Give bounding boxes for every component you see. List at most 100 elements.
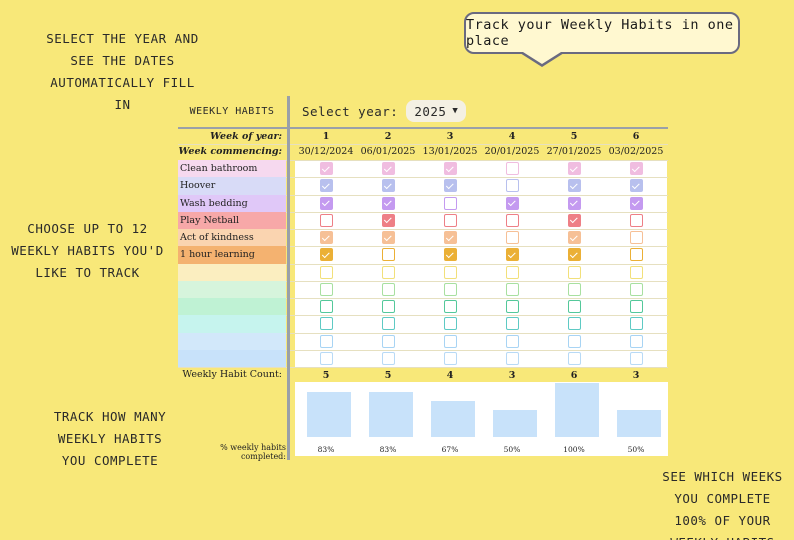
percent-row-background xyxy=(295,440,668,456)
annotation-select-year: Select the year and see the dates automa… xyxy=(46,31,199,112)
checkbox[interactable] xyxy=(505,231,519,245)
checkbox[interactable] xyxy=(319,265,333,279)
checked-checkbox[interactable] xyxy=(567,162,581,176)
checked-checkbox[interactable] xyxy=(629,196,643,210)
checked-checkbox[interactable] xyxy=(381,196,395,210)
checked-checkbox[interactable] xyxy=(319,231,333,245)
checkbox[interactable] xyxy=(567,351,581,365)
checkbox[interactable] xyxy=(319,351,333,365)
habit-count-bar xyxy=(369,392,413,437)
checkbox[interactable] xyxy=(629,231,643,245)
habit-label[interactable] xyxy=(178,315,286,333)
checked-checkbox[interactable] xyxy=(567,248,581,262)
checkbox[interactable] xyxy=(567,282,581,296)
checkbox[interactable] xyxy=(505,317,519,331)
checked-checkbox[interactable] xyxy=(381,213,395,227)
grid-line xyxy=(178,160,668,161)
checked-checkbox[interactable] xyxy=(319,196,333,210)
checkbox[interactable] xyxy=(443,334,457,348)
percent-completed-value: 50% xyxy=(627,445,645,454)
grid-line xyxy=(178,349,668,351)
checkbox[interactable] xyxy=(567,317,581,331)
week-commencing-date: 03/02/2025 xyxy=(608,146,664,157)
checkbox[interactable] xyxy=(505,282,519,296)
checked-checkbox[interactable] xyxy=(443,231,457,245)
checked-checkbox[interactable] xyxy=(443,179,457,193)
checkbox[interactable] xyxy=(629,334,643,348)
checkbox[interactable] xyxy=(381,351,395,365)
checkbox[interactable] xyxy=(319,317,333,331)
checkbox[interactable] xyxy=(629,351,643,365)
checked-checkbox[interactable] xyxy=(567,231,581,245)
checkbox[interactable] xyxy=(443,351,457,365)
checkbox[interactable] xyxy=(629,317,643,331)
checkbox[interactable] xyxy=(443,282,457,296)
checkbox[interactable] xyxy=(629,213,643,227)
checkbox[interactable] xyxy=(381,248,395,262)
checked-checkbox[interactable] xyxy=(319,162,333,176)
checkbox[interactable] xyxy=(443,265,457,279)
habit-label[interactable] xyxy=(178,280,286,298)
checkbox[interactable] xyxy=(319,282,333,296)
week-commencing-label: Week commencing: xyxy=(178,146,283,157)
checkbox[interactable] xyxy=(381,334,395,348)
checkbox[interactable] xyxy=(567,334,581,348)
checkbox[interactable] xyxy=(381,300,395,314)
checkbox[interactable] xyxy=(567,300,581,314)
year-dropdown[interactable]: 2025 ▼ xyxy=(406,100,467,122)
checked-checkbox[interactable] xyxy=(505,248,519,262)
checkbox[interactable] xyxy=(505,265,519,279)
checkbox[interactable] xyxy=(629,248,643,262)
checked-checkbox[interactable] xyxy=(567,196,581,210)
checkbox[interactable] xyxy=(443,196,457,210)
habit-label[interactable]: Play Netball xyxy=(178,211,286,229)
checkbox[interactable] xyxy=(443,213,457,227)
grid-line xyxy=(178,246,668,248)
checkbox[interactable] xyxy=(443,317,457,331)
checkbox[interactable] xyxy=(505,213,519,227)
checked-checkbox[interactable] xyxy=(567,179,581,193)
habit-label[interactable] xyxy=(178,332,286,350)
checked-checkbox[interactable] xyxy=(443,162,457,176)
checkbox[interactable] xyxy=(319,213,333,227)
checked-checkbox[interactable] xyxy=(381,231,395,245)
habit-label[interactable]: Clean bathroom xyxy=(178,160,286,178)
checked-checkbox[interactable] xyxy=(381,162,395,176)
checkbox[interactable] xyxy=(319,334,333,348)
checkbox[interactable] xyxy=(381,317,395,331)
checkbox[interactable] xyxy=(505,179,519,193)
checkbox[interactable] xyxy=(629,265,643,279)
checkbox[interactable] xyxy=(505,334,519,348)
checkbox[interactable] xyxy=(629,282,643,296)
checked-checkbox[interactable] xyxy=(319,248,333,262)
checked-checkbox[interactable] xyxy=(443,248,457,262)
checked-checkbox[interactable] xyxy=(567,213,581,227)
checked-checkbox[interactable] xyxy=(629,162,643,176)
checkbox[interactable] xyxy=(381,282,395,296)
checkbox[interactable] xyxy=(567,265,581,279)
checkbox[interactable] xyxy=(629,300,643,314)
habit-label[interactable] xyxy=(178,349,286,367)
checked-checkbox[interactable] xyxy=(381,179,395,193)
habit-label[interactable] xyxy=(178,298,286,316)
habit-label[interactable]: 1 hour learning xyxy=(178,246,286,264)
checkbox[interactable] xyxy=(319,300,333,314)
checkbox[interactable] xyxy=(505,162,519,176)
habit-count-value: 6 xyxy=(570,370,578,381)
checkbox[interactable] xyxy=(443,300,457,314)
annotation-complete-weeks: See which weeks you complete 100% of you… xyxy=(662,469,783,540)
checkbox[interactable] xyxy=(381,265,395,279)
habit-label[interactable]: Hoover xyxy=(178,177,286,195)
checkbox[interactable] xyxy=(505,300,519,314)
checked-checkbox[interactable] xyxy=(629,179,643,193)
checked-checkbox[interactable] xyxy=(319,179,333,193)
checked-checkbox[interactable] xyxy=(505,196,519,210)
year-dropdown-value: 2025 xyxy=(414,103,447,119)
habit-label[interactable]: Wash bedding xyxy=(178,194,286,212)
grid-line xyxy=(178,194,668,196)
habit-count-value: 4 xyxy=(446,370,454,381)
weekly-habits-header: Weekly habits xyxy=(189,105,275,117)
habit-label[interactable]: Act of kindness xyxy=(178,229,286,247)
checkbox[interactable] xyxy=(505,351,519,365)
habit-label[interactable] xyxy=(178,263,286,281)
